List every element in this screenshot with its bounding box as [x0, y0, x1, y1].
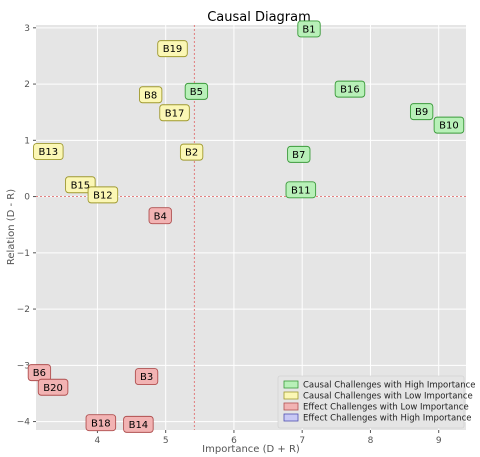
point-box — [37, 378, 69, 396]
legend-entry-high-effect: Effect Challenges with High Importance — [303, 414, 471, 424]
legend-entry-high-causal: Causal Challenges with High Importance — [303, 381, 476, 391]
plot-background — [36, 25, 466, 430]
data-point-b1: B1 — [297, 20, 321, 38]
point-label: B5 — [190, 87, 203, 98]
point-label: B4 — [154, 211, 167, 222]
data-point-b12: B12 — [87, 186, 119, 204]
legend-swatch — [283, 391, 299, 400]
point-label: B11 — [291, 185, 311, 196]
point-box — [287, 145, 311, 163]
point-label: B6 — [33, 368, 46, 379]
point-label: B18 — [91, 418, 111, 429]
point-label: B9 — [415, 107, 428, 118]
data-point-b17: B17 — [159, 104, 190, 122]
data-point-b7: B7 — [287, 145, 311, 163]
point-box — [33, 143, 64, 161]
legend-entry-low-effect: Effect Challenges with Low Importance — [303, 403, 469, 413]
point-label: B19 — [163, 44, 183, 55]
data-point-b11: B11 — [285, 181, 317, 199]
data-point-b19: B19 — [157, 40, 188, 58]
point-box — [134, 368, 159, 386]
point-box — [179, 143, 204, 161]
x-tick-label: 8 — [368, 436, 374, 446]
y-tick-label: 2 — [24, 80, 30, 90]
data-point-b20: B20 — [37, 378, 69, 396]
legend: Causal Challenges with High ImportanceCa… — [277, 375, 476, 429]
point-box — [159, 104, 190, 122]
legend-swatch — [283, 402, 299, 411]
point-box — [433, 116, 465, 134]
data-point-b6: B6 — [27, 364, 52, 382]
point-box — [297, 20, 321, 38]
y-tick-label: −3 — [17, 361, 30, 371]
point-label: B17 — [165, 108, 185, 119]
data-point-b10: B10 — [433, 116, 465, 134]
x-axis-label: Importance (D + R) — [202, 444, 300, 455]
point-label: B10 — [439, 121, 459, 132]
y-tick-label: −2 — [17, 305, 30, 315]
data-point-b3: B3 — [134, 368, 159, 386]
point-box — [157, 40, 188, 58]
legend-swatch — [283, 380, 299, 389]
data-point-b9: B9 — [409, 103, 434, 121]
point-box — [184, 82, 209, 100]
chart-title: Causal Diagram — [207, 10, 311, 25]
point-label: B2 — [185, 148, 198, 159]
point-box — [148, 207, 172, 225]
point-label: B16 — [340, 85, 360, 96]
axis-ticks: 4 5 6 7 8 9 −4 −3 −2 −1 0 1 2 3 — [17, 24, 442, 446]
data-point-b4: B4 — [148, 207, 172, 225]
x-tick-label: 4 — [95, 436, 101, 446]
point-label: B1 — [302, 25, 315, 36]
x-tick-label: 9 — [436, 436, 442, 446]
point-label: B7 — [292, 150, 305, 161]
point-label: B12 — [93, 190, 113, 201]
y-axis-label: Relation (D - R) — [6, 189, 17, 265]
data-point-b14: B14 — [123, 415, 154, 433]
y-tick-label: −1 — [17, 249, 30, 259]
point-label: B8 — [144, 90, 157, 101]
data-point-b2: B2 — [179, 143, 204, 161]
y-tick-label: 0 — [24, 193, 30, 203]
y-tick-label: −4 — [17, 418, 31, 428]
point-box — [85, 414, 117, 432]
x-tick-label: 6 — [231, 436, 237, 446]
point-box — [285, 181, 317, 199]
point-box — [123, 415, 154, 433]
point-box — [334, 80, 366, 98]
point-box — [409, 103, 434, 121]
y-tick-label: 1 — [24, 136, 30, 146]
legend-swatch — [283, 413, 299, 422]
point-box — [87, 186, 119, 204]
point-label: B14 — [129, 420, 149, 431]
legend-frame — [277, 375, 465, 429]
y-tick-label: 3 — [24, 24, 30, 34]
x-tick-label: 5 — [163, 436, 169, 446]
data-point-b18: B18 — [85, 414, 117, 432]
point-label: B15 — [71, 180, 91, 191]
reference-lines — [36, 25, 466, 430]
point-label: B3 — [140, 372, 153, 383]
data-point-b8: B8 — [139, 86, 163, 104]
point-box — [139, 86, 163, 104]
data-point-b13: B13 — [33, 143, 64, 161]
legend-entry-low-causal: Causal Challenges with Low Importance — [303, 392, 473, 402]
data-point-b16: B16 — [334, 80, 366, 98]
point-label: B13 — [38, 147, 58, 158]
data-point-b5: B5 — [184, 82, 209, 100]
point-label: B20 — [43, 383, 63, 394]
x-tick-label: 7 — [299, 436, 305, 446]
